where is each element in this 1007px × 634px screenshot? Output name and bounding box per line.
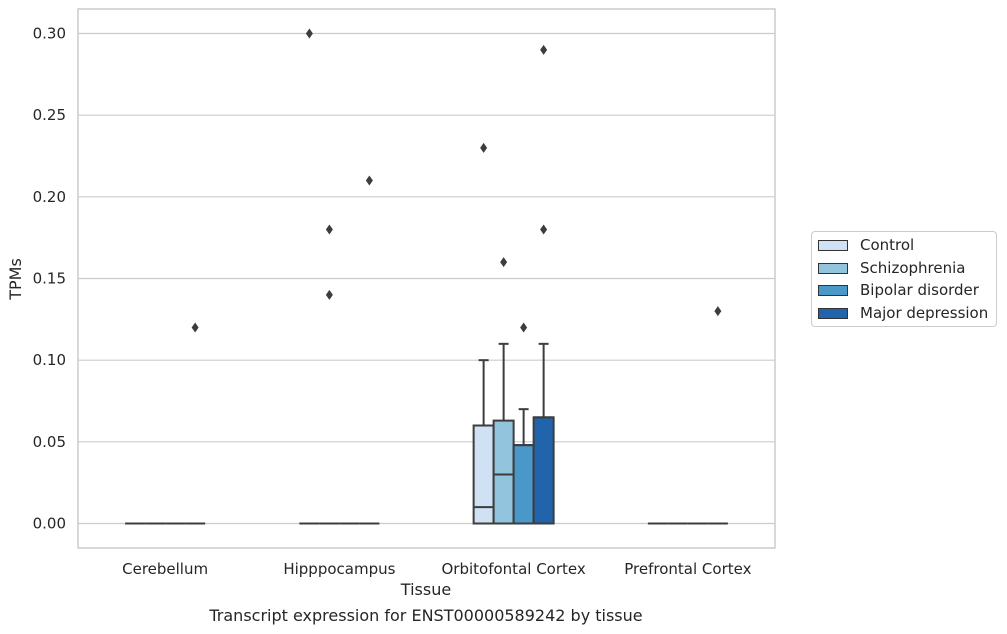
- outlier-point: [325, 289, 333, 300]
- y-tick-label: 0.20: [33, 188, 66, 206]
- box-control-hipppocampus: [299, 28, 320, 525]
- legend-swatch-major-depression: [818, 307, 848, 319]
- legend-swatch-schizophrenia: [818, 262, 848, 274]
- outlier-point: [191, 322, 199, 333]
- legend-swatch-control: [818, 239, 848, 251]
- figure-caption: Transcript expression for ENST0000058924…: [209, 606, 643, 625]
- outlier-point: [325, 224, 333, 235]
- y-tick-label: 0.30: [33, 25, 66, 43]
- box-groups: [125, 28, 728, 525]
- plot-frame: [77, 8, 776, 549]
- box: [492, 419, 515, 525]
- legend-item-major-depression: Major depression: [818, 303, 988, 323]
- box-major-depression-hipppocampus: [359, 175, 380, 525]
- y-tick-label: 0.05: [33, 433, 66, 451]
- legend-label-major-depression: Major depression: [860, 304, 989, 322]
- x-axis-label: Tissue: [400, 580, 451, 599]
- box-schizophrenia-hipppocampus: [319, 224, 340, 525]
- outlier-point: [500, 257, 508, 268]
- x-tick-label: Cerebellum: [122, 560, 208, 578]
- legend-item-bipolar-disorder: Bipolar disorder: [818, 280, 979, 300]
- outlier-point: [480, 142, 488, 153]
- y-tick-label: 0.25: [33, 106, 66, 124]
- outlier-point: [540, 44, 548, 55]
- y-tick-label: 0.15: [33, 270, 66, 288]
- legend: Control Schizophrenia Bipolar disorder M…: [811, 231, 997, 327]
- legend-label-schizophrenia: Schizophrenia: [860, 259, 966, 277]
- box-major-depression-prefrontal-cortex: [707, 306, 728, 525]
- legend-item-control: Control: [818, 235, 914, 255]
- y-axis-ticks: 0.00 0.05 0.10 0.15 0.20 0.25 0.30: [33, 25, 66, 533]
- box: [512, 444, 535, 525]
- outlier-point: [520, 322, 528, 333]
- box-control-orbitofontal-cortex: [472, 142, 495, 525]
- box-schizophrenia-orbitofontal-cortex: [492, 257, 515, 525]
- box: [532, 416, 555, 525]
- x-axis-ticks: Cerebellum Hipppocampus Orbitofontal Corte…: [122, 560, 751, 578]
- outlier-point: [365, 175, 373, 186]
- box-bipolar-disorder-orbitofontal-cortex: [512, 322, 535, 525]
- box: [472, 424, 495, 525]
- y-tick-label: 0.00: [33, 515, 66, 533]
- legend-item-schizophrenia: Schizophrenia: [818, 258, 965, 278]
- x-tick-label: Hipppocampus: [283, 560, 395, 578]
- x-tick-label: Prefrontal Cortex: [624, 560, 751, 578]
- legend-label-control: Control: [860, 236, 915, 254]
- box-major-depression-orbitofontal-cortex: [532, 44, 555, 525]
- legend-swatch-bipolar-disorder: [818, 284, 848, 296]
- y-tick-label: 0.10: [33, 351, 66, 369]
- x-tick-label: Orbitofontal Cortex: [442, 560, 586, 578]
- legend-label-bipolar-disorder: Bipolar disorder: [860, 281, 979, 299]
- box-major-depression-cerebellum: [185, 322, 206, 525]
- gridlines: [78, 32, 775, 525]
- outlier-point: [540, 224, 548, 235]
- outlier-point: [714, 306, 722, 317]
- outlier-point: [305, 28, 313, 39]
- y-axis-label: TPMs: [6, 258, 25, 301]
